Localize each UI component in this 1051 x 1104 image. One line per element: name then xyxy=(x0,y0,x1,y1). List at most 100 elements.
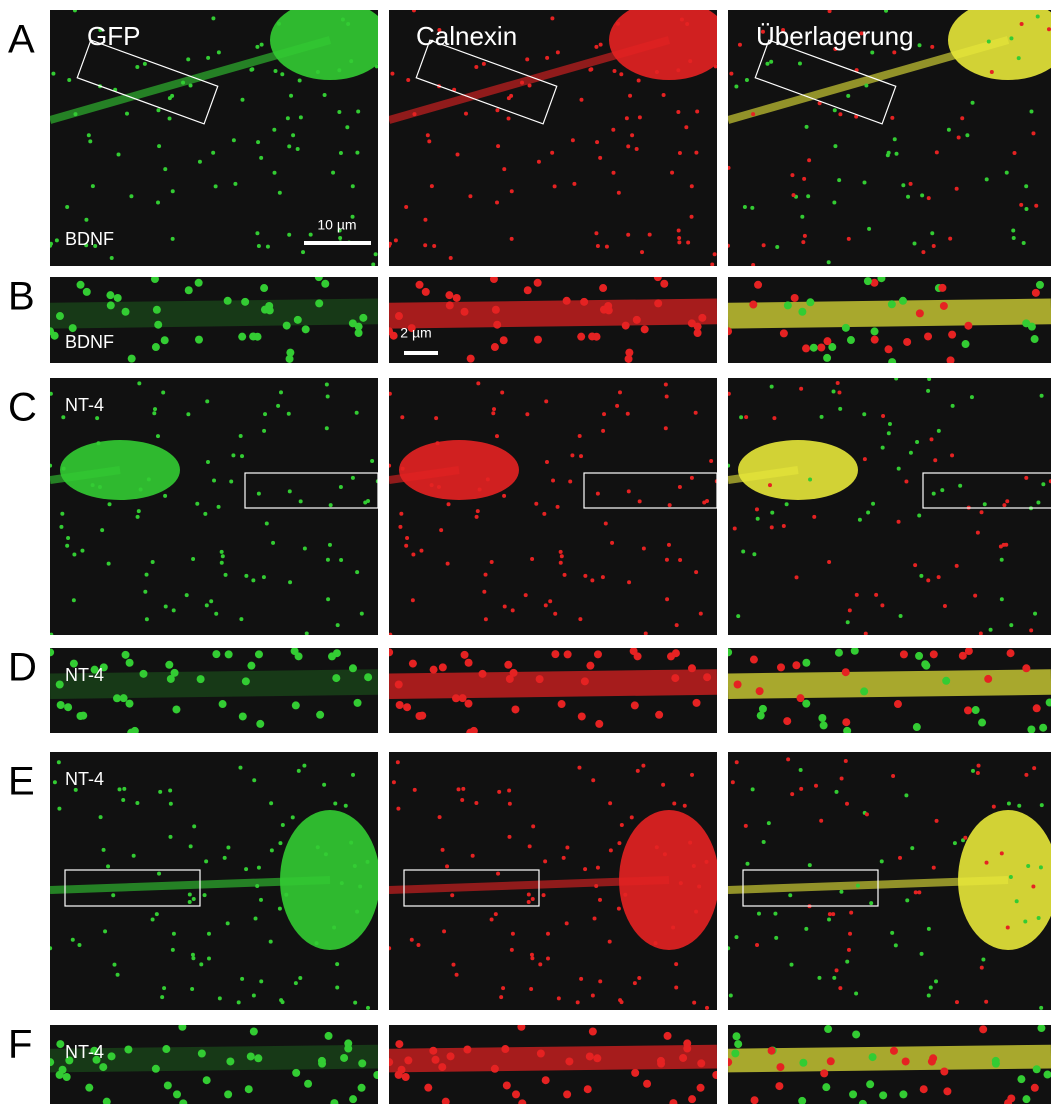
puncta xyxy=(358,1059,366,1067)
puncta xyxy=(1036,500,1040,504)
puncta xyxy=(608,801,612,805)
puncta xyxy=(482,590,486,594)
puncta xyxy=(950,453,954,457)
puncta xyxy=(199,962,203,966)
puncta xyxy=(973,594,977,598)
puncta xyxy=(572,182,576,186)
puncta xyxy=(103,929,107,933)
puncta xyxy=(563,573,567,577)
row-letter: D xyxy=(8,646,37,690)
puncta xyxy=(917,514,921,518)
puncta xyxy=(626,412,630,416)
puncta xyxy=(501,1045,509,1053)
puncta xyxy=(802,700,810,708)
puncta xyxy=(137,509,141,513)
puncta xyxy=(827,260,831,264)
micrograph xyxy=(724,647,1051,735)
puncta xyxy=(630,647,638,655)
puncta xyxy=(279,998,283,1002)
puncta xyxy=(172,932,176,936)
puncta xyxy=(595,140,599,144)
puncta xyxy=(429,1047,437,1055)
puncta xyxy=(710,263,714,267)
puncta xyxy=(171,189,175,193)
puncta xyxy=(633,316,641,324)
puncta xyxy=(48,946,52,950)
puncta xyxy=(699,612,703,616)
puncta xyxy=(676,68,680,72)
puncta xyxy=(987,39,991,43)
puncta xyxy=(583,867,587,871)
puncta xyxy=(328,652,336,660)
puncta xyxy=(832,389,836,393)
puncta xyxy=(240,454,244,458)
puncta xyxy=(799,787,803,791)
micrograph xyxy=(385,1023,720,1104)
puncta xyxy=(947,128,951,132)
puncta xyxy=(741,549,745,553)
puncta xyxy=(240,98,244,102)
puncta xyxy=(1007,801,1011,805)
puncta xyxy=(661,783,665,787)
puncta xyxy=(207,957,211,961)
puncta xyxy=(156,108,160,112)
puncta xyxy=(209,599,213,603)
dendrite xyxy=(728,682,1051,686)
puncta xyxy=(538,962,542,966)
puncta xyxy=(865,812,869,816)
puncta xyxy=(930,231,934,235)
puncta xyxy=(1002,503,1006,507)
puncta xyxy=(244,867,248,871)
puncta xyxy=(447,1052,455,1060)
puncta xyxy=(578,712,586,720)
puncta xyxy=(528,844,532,848)
puncta xyxy=(618,998,622,1002)
puncta xyxy=(694,151,698,155)
puncta xyxy=(339,485,343,489)
puncta xyxy=(838,986,842,990)
puncta xyxy=(91,184,95,188)
puncta xyxy=(349,319,357,327)
puncta xyxy=(1033,704,1041,712)
puncta xyxy=(930,650,938,658)
puncta xyxy=(484,573,488,577)
puncta xyxy=(864,277,872,285)
puncta xyxy=(351,773,355,777)
puncta xyxy=(806,194,810,198)
puncta xyxy=(849,911,853,915)
puncta xyxy=(172,608,176,612)
puncta xyxy=(990,70,994,74)
puncta xyxy=(370,459,374,463)
puncta xyxy=(601,429,605,433)
puncta xyxy=(655,845,659,849)
puncta xyxy=(885,345,893,353)
puncta xyxy=(168,117,172,121)
puncta xyxy=(770,385,774,389)
puncta xyxy=(287,144,291,148)
puncta xyxy=(511,705,519,713)
puncta xyxy=(168,835,172,839)
puncta xyxy=(591,778,595,782)
puncta xyxy=(976,531,980,535)
puncta xyxy=(164,604,168,608)
puncta xyxy=(132,854,136,858)
puncta xyxy=(694,910,698,914)
puncta xyxy=(544,603,548,607)
puncta xyxy=(395,680,403,688)
puncta xyxy=(863,457,867,461)
puncta xyxy=(918,43,922,47)
puncta xyxy=(325,1032,333,1040)
puncta xyxy=(770,525,774,529)
puncta xyxy=(832,976,836,980)
puncta xyxy=(1012,236,1016,240)
puncta xyxy=(530,557,534,561)
puncta xyxy=(117,152,121,156)
puncta xyxy=(894,943,898,947)
puncta xyxy=(240,977,244,981)
puncta xyxy=(776,1063,784,1071)
puncta xyxy=(143,590,147,594)
puncta xyxy=(788,893,792,897)
puncta xyxy=(888,422,892,426)
puncta xyxy=(1034,204,1038,208)
puncta xyxy=(491,1065,499,1073)
